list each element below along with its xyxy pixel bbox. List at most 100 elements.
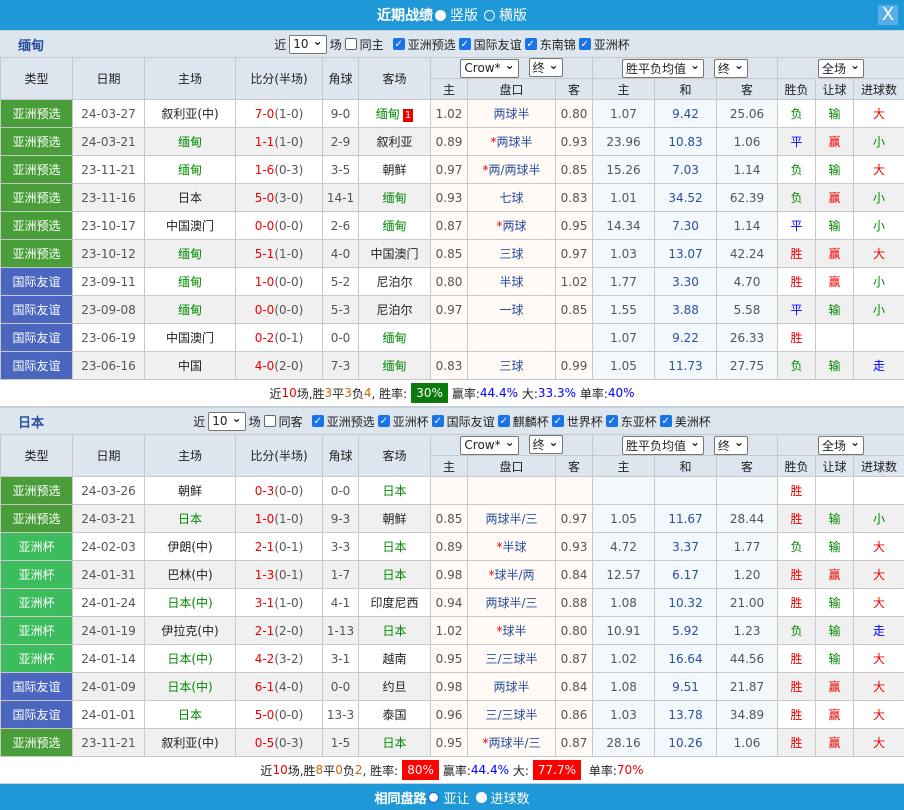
- match-type[interactable]: 亚洲预选: [1, 729, 73, 757]
- away-team[interactable]: 日本: [382, 484, 406, 498]
- match-type[interactable]: 亚洲预选: [1, 100, 73, 128]
- match-type[interactable]: 国际友谊: [1, 296, 73, 324]
- match-type[interactable]: 国际友谊: [1, 268, 73, 296]
- away-team[interactable]: 缅甸: [382, 219, 406, 233]
- home-team[interactable]: 日本(中): [145, 645, 236, 673]
- match-row[interactable]: 亚洲杯 24-01-24 日本(中) 3-1(1-0) 4-1 印度尼西 0.9…: [1, 589, 904, 617]
- away-team[interactable]: 朝鲜: [382, 512, 406, 526]
- company-select[interactable]: Crow*: [460, 59, 518, 78]
- close-button[interactable]: X: [878, 5, 898, 25]
- home-team[interactable]: 缅甸: [145, 156, 236, 184]
- cup-label[interactable]: 亚洲预选: [408, 36, 456, 53]
- home-team[interactable]: 日本: [145, 505, 236, 533]
- match-type[interactable]: 国际友谊: [1, 701, 73, 729]
- away-team[interactable]: 朝鲜: [382, 163, 406, 177]
- away-team[interactable]: 印度尼西: [370, 596, 418, 610]
- home-team[interactable]: 日本(中): [145, 673, 236, 701]
- cup-checkbox[interactable]: ✓: [606, 415, 618, 427]
- match-type[interactable]: 亚洲杯: [1, 645, 73, 673]
- eu-stage-select[interactable]: 终: [714, 59, 748, 78]
- home-team[interactable]: 缅甸: [145, 268, 236, 296]
- home-team[interactable]: 缅甸: [145, 296, 236, 324]
- away-team[interactable]: 日本: [382, 568, 406, 582]
- cup-checkbox[interactable]: ✓: [378, 415, 390, 427]
- cup-label[interactable]: 亚洲杯: [594, 36, 630, 53]
- match-type[interactable]: 亚洲预选: [1, 240, 73, 268]
- match-row[interactable]: 国际友谊 23-09-11 缅甸 1-0(0-0) 5-2 尼泊尔 0.80 半…: [1, 268, 904, 296]
- home-team[interactable]: 日本: [145, 701, 236, 729]
- match-type[interactable]: 亚洲预选: [1, 128, 73, 156]
- away-team[interactable]: 缅甸: [382, 331, 406, 345]
- horizontal-radio[interactable]: [484, 10, 495, 21]
- match-row[interactable]: 国际友谊 23-09-08 缅甸 0-0(0-0) 5-3 尼泊尔 0.97 一…: [1, 296, 904, 324]
- match-row[interactable]: 国际友谊 24-01-09 日本(中) 6-1(4-0) 0-0 约旦 0.98…: [1, 673, 904, 701]
- ah-stage-select[interactable]: 终: [529, 435, 563, 454]
- cup-checkbox[interactable]: ✓: [312, 415, 324, 427]
- match-type[interactable]: 国际友谊: [1, 673, 73, 701]
- match-row[interactable]: 亚洲预选 24-03-21 缅甸 1-1(1-0) 2-9 叙利亚 0.89 *…: [1, 128, 904, 156]
- away-team[interactable]: 泰国: [382, 708, 406, 722]
- match-type[interactable]: 亚洲预选: [1, 505, 73, 533]
- vertical-label[interactable]: 竖版: [450, 5, 478, 25]
- away-team[interactable]: 缅甸: [382, 191, 406, 205]
- match-type[interactable]: 亚洲预选: [1, 184, 73, 212]
- cup-checkbox[interactable]: ✓: [498, 415, 510, 427]
- home-team[interactable]: 缅甸: [145, 240, 236, 268]
- home-team[interactable]: 伊朗(中): [145, 533, 236, 561]
- cup-checkbox[interactable]: ✓: [393, 38, 405, 50]
- goals-radio[interactable]: [476, 792, 487, 803]
- match-row[interactable]: 国际友谊 24-01-01 日本 5-0(0-0) 13-3 泰国 0.96 三…: [1, 701, 904, 729]
- handicap-radio[interactable]: [428, 792, 439, 803]
- cup-checkbox[interactable]: ✓: [552, 415, 564, 427]
- match-row[interactable]: 亚洲预选 23-11-21 缅甸 1-6(0-3) 3-5 朝鲜 0.97 *两…: [1, 156, 904, 184]
- match-type[interactable]: 亚洲预选: [1, 477, 73, 505]
- home-team[interactable]: 叙利亚(中): [145, 100, 236, 128]
- match-type[interactable]: 亚洲杯: [1, 617, 73, 645]
- away-team[interactable]: 尼泊尔: [376, 303, 412, 317]
- cup-label[interactable]: 世界杯: [567, 413, 603, 430]
- cup-checkbox[interactable]: ✓: [579, 38, 591, 50]
- match-row[interactable]: 国际友谊 23-06-16 中国 4-0(2-0) 7-3 缅甸 0.83 三球…: [1, 352, 904, 380]
- euro-type-select[interactable]: 胜平负均值: [622, 59, 704, 78]
- match-row[interactable]: 亚洲杯 24-01-14 日本(中) 4-2(3-2) 3-1 越南 0.95 …: [1, 645, 904, 673]
- home-team[interactable]: 中国澳门: [145, 324, 236, 352]
- match-row[interactable]: 亚洲预选 23-11-21 叙利亚(中) 0-5(0-3) 1-5 日本 0.9…: [1, 729, 904, 757]
- cup-label[interactable]: 国际友谊: [447, 413, 495, 430]
- match-row[interactable]: 国际友谊 23-06-19 中国澳门 0-2(0-1) 0-0 缅甸 1.07 …: [1, 324, 904, 352]
- cup-label[interactable]: 亚洲预选: [327, 413, 375, 430]
- match-type[interactable]: 亚洲杯: [1, 561, 73, 589]
- match-row[interactable]: 亚洲杯 24-01-19 伊拉克(中) 2-1(2-0) 1-13 日本 1.0…: [1, 617, 904, 645]
- match-type[interactable]: 亚洲杯: [1, 589, 73, 617]
- cup-label[interactable]: 东亚杯: [621, 413, 657, 430]
- match-type[interactable]: 国际友谊: [1, 324, 73, 352]
- away-team[interactable]: 日本: [382, 540, 406, 554]
- euro-type-select[interactable]: 胜平负均值: [622, 436, 704, 455]
- match-type[interactable]: 亚洲预选: [1, 156, 73, 184]
- away-team[interactable]: 缅甸: [382, 359, 406, 373]
- scope-select[interactable]: 全场: [818, 59, 864, 78]
- away-team[interactable]: 日本: [382, 736, 406, 750]
- vertical-radio[interactable]: [435, 10, 446, 21]
- home-team[interactable]: 中国澳门: [145, 212, 236, 240]
- away-team[interactable]: 日本: [382, 624, 406, 638]
- home-team[interactable]: 日本(中): [145, 589, 236, 617]
- away-team[interactable]: 约旦: [382, 680, 406, 694]
- home-team[interactable]: 日本: [145, 184, 236, 212]
- cup-checkbox[interactable]: ✓: [660, 415, 672, 427]
- away-team[interactable]: 中国澳门: [370, 247, 418, 261]
- cup-checkbox[interactable]: ✓: [432, 415, 444, 427]
- away-team[interactable]: 缅甸: [376, 107, 400, 121]
- cup-checkbox[interactable]: ✓: [459, 38, 471, 50]
- home-team[interactable]: 伊拉克(中): [145, 617, 236, 645]
- match-count-select[interactable]: 10: [208, 412, 245, 431]
- cup-label[interactable]: 东南锦: [540, 36, 576, 53]
- home-team[interactable]: 朝鲜: [145, 477, 236, 505]
- home-team[interactable]: 中国: [145, 352, 236, 380]
- scope-select[interactable]: 全场: [818, 436, 864, 455]
- match-row[interactable]: 亚洲预选 24-03-26 朝鲜 0-3(0-0) 0-0 日本 胜: [1, 477, 904, 505]
- company-select[interactable]: Crow*: [460, 436, 518, 455]
- match-row[interactable]: 亚洲杯 24-02-03 伊朗(中) 2-1(0-1) 3-3 日本 0.89 …: [1, 533, 904, 561]
- match-type[interactable]: 亚洲预选: [1, 212, 73, 240]
- match-count-select[interactable]: 10: [289, 35, 326, 54]
